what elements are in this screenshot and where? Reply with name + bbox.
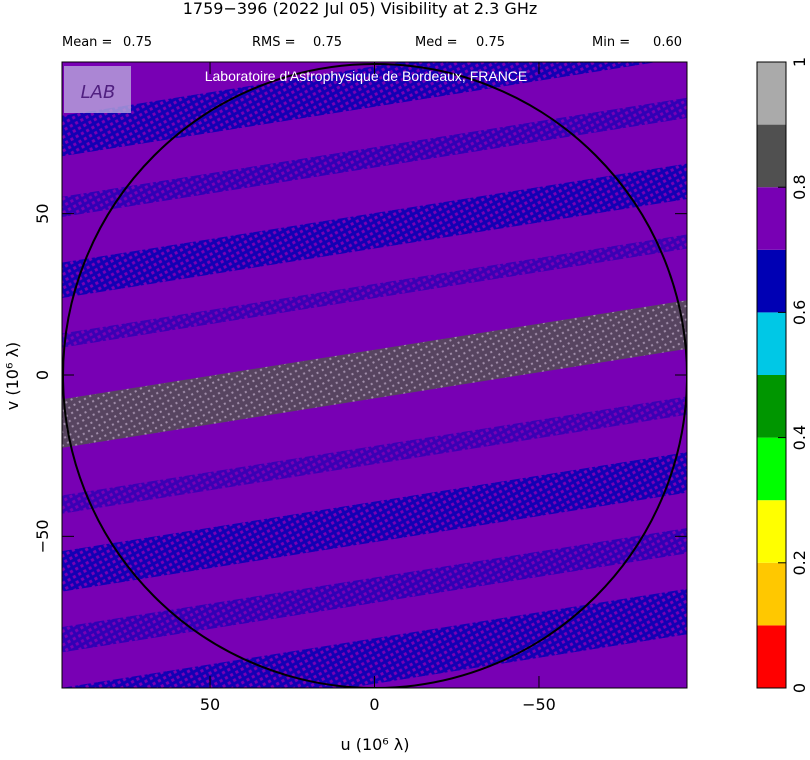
- x-tick-label: −50: [522, 695, 556, 714]
- stat-label: RMS =: [252, 35, 296, 50]
- x-tick-label: 50: [200, 695, 220, 714]
- stat-value: 0.75: [476, 35, 505, 50]
- stat-label: Mean =: [62, 35, 112, 50]
- colorbar-segment: [757, 124, 786, 188]
- colorbar-tick-label: 1: [790, 57, 809, 67]
- x-tick-label: 0: [369, 695, 379, 714]
- colorbar-tick-label: 0.4: [790, 425, 809, 450]
- colorbar-tick-label: 0: [790, 683, 809, 693]
- stat-value: 0.75: [313, 35, 342, 50]
- y-tick-label: 0: [33, 370, 52, 380]
- stat-value: 0.75: [123, 35, 152, 50]
- y-axis-label: v (10⁶ λ): [3, 342, 22, 410]
- colorbar-frame: [756, 61, 787, 689]
- colorbar-segment: [757, 375, 786, 438]
- stat-value: 0.60: [653, 35, 682, 50]
- watermark: Laboratoire d'Astrophysique de Bordeaux,…: [205, 68, 528, 84]
- y-tick-label: 50: [33, 203, 52, 223]
- colorbar-segment: [757, 625, 786, 688]
- colorbar-segment: [757, 500, 786, 563]
- colorbar-tick-label: 0.2: [790, 550, 809, 575]
- visibility-map: LAB Laboratoire d'Astrophysique de Borde…: [62, 62, 687, 688]
- colorbar-segment: [757, 312, 786, 375]
- logo: LAB: [81, 82, 116, 103]
- colorbar-segment: [757, 437, 786, 501]
- stat-label: Min =: [592, 35, 630, 50]
- colorbar-tick-label: 0.6: [790, 300, 809, 325]
- stat-label: Med =: [415, 35, 458, 50]
- colorbar-segment: [757, 249, 786, 313]
- colorbar-tick-label: 0.8: [790, 174, 809, 199]
- colorbar-segment: [757, 62, 786, 125]
- colorbar-segment: [757, 562, 786, 626]
- chart-title: 1759−396 (2022 Jul 05) Visibility at 2.3…: [183, 0, 538, 18]
- y-tick-label: −50: [33, 519, 52, 553]
- x-axis-label: u (10⁶ λ): [340, 735, 409, 754]
- colorbar-segment: [757, 187, 786, 250]
